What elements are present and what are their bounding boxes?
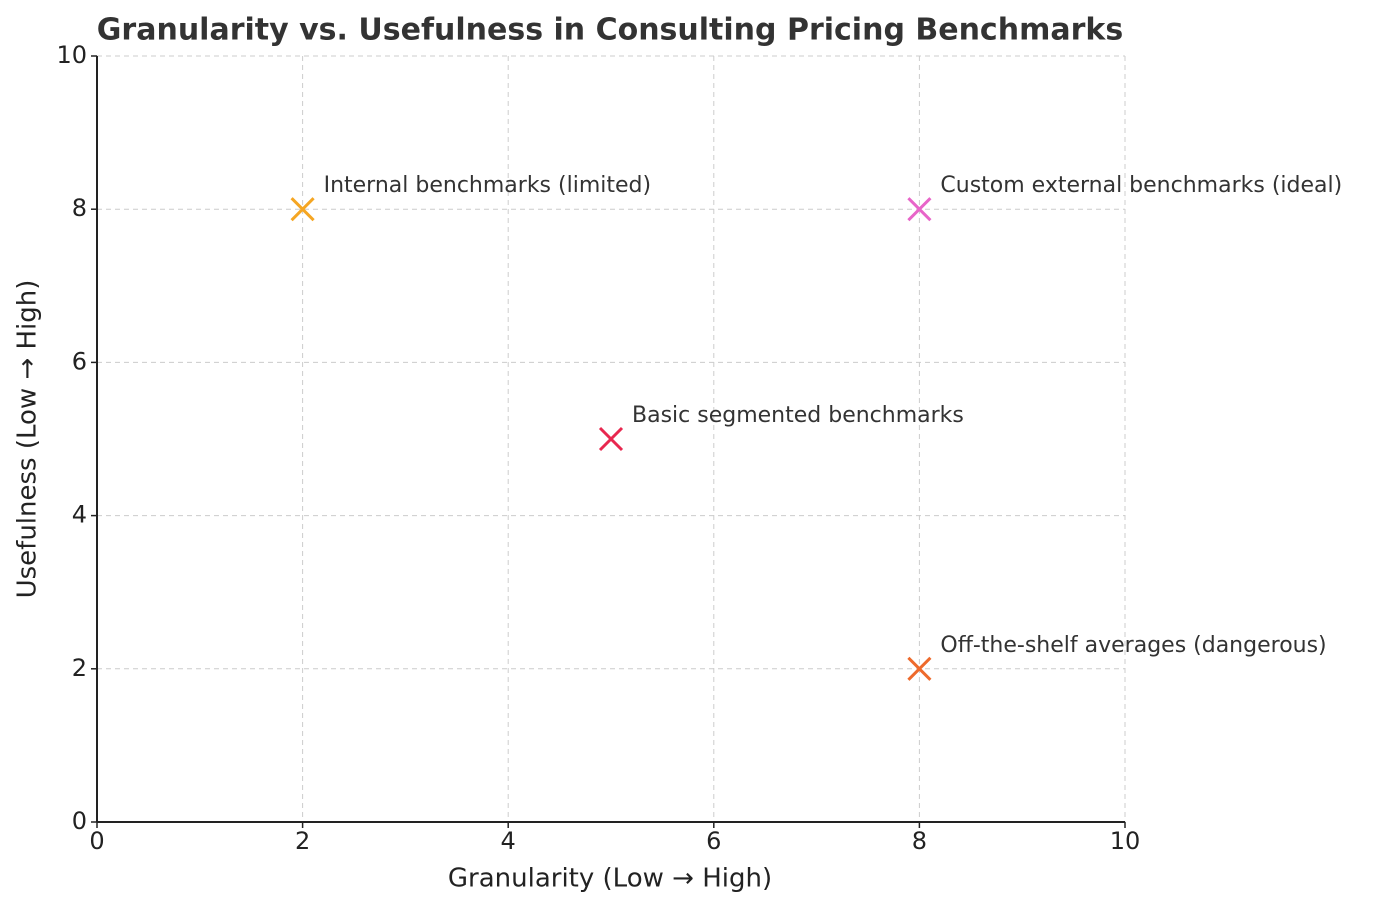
point bbox=[598, 426, 624, 452]
chart-title: Granularity vs. Usefulness in Consulting… bbox=[97, 13, 1123, 48]
y-tick-label: 2 bbox=[72, 654, 87, 682]
y-tick-label: 0 bbox=[72, 807, 87, 835]
y-tick-label: 4 bbox=[72, 501, 87, 529]
x-tick-label: 0 bbox=[89, 827, 104, 855]
x-tick-label: 10 bbox=[1110, 827, 1141, 855]
point bbox=[907, 656, 932, 681]
point-annotation: Basic segmented benchmarks bbox=[632, 403, 964, 428]
y-axis-label: Usefulness (Low → High) bbox=[13, 280, 43, 599]
x-axis-label: Granularity (Low → High) bbox=[448, 864, 772, 894]
x-tick-label: 2 bbox=[295, 827, 310, 855]
y-tick-label: 10 bbox=[56, 41, 87, 69]
point-annotation: Internal benchmarks (limited) bbox=[324, 173, 651, 198]
y-tick-label: 8 bbox=[72, 194, 87, 222]
point bbox=[290, 197, 315, 222]
point-annotation: Off-the-shelf averages (dangerous) bbox=[940, 633, 1326, 658]
x-tick-label: 4 bbox=[501, 827, 516, 855]
x-tick-label: 6 bbox=[706, 827, 721, 855]
x-tick-label: 8 bbox=[912, 827, 927, 855]
point bbox=[907, 197, 932, 222]
y-tick-label: 6 bbox=[72, 347, 87, 375]
point-annotation: Custom external benchmarks (ideal) bbox=[940, 173, 1342, 198]
